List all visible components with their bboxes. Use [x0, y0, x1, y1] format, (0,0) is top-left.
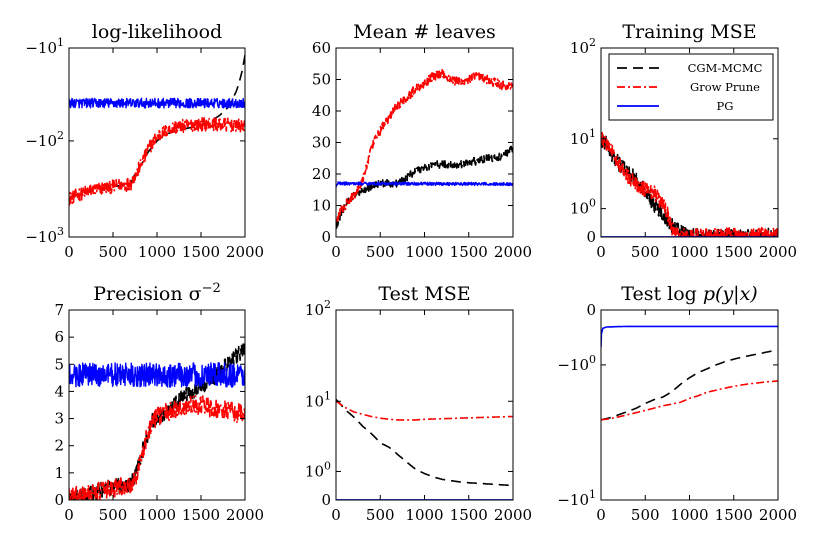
- subplot-title: Training MSE: [622, 21, 756, 43]
- series-group: [336, 398, 513, 500]
- y-tick-label: 102: [570, 36, 596, 57]
- x-tick-label: 500: [99, 243, 128, 261]
- y-tick-label: 2: [54, 437, 64, 455]
- subplot-4: 0 500 1000 1500 2000 0 1 2 3 4 5 6 7 Precision σ−2: [54, 281, 264, 524]
- y-tick-label: 0: [321, 491, 331, 509]
- x-tick-label: 2000: [759, 506, 797, 524]
- subplot-5: 0 500 1000 1500 2000 0 100 101 102 Test MSE: [305, 283, 532, 524]
- y-tick-label: 101: [570, 127, 596, 148]
- subplot-title: Mean # leaves: [353, 21, 496, 43]
- x-tick-label: 1500: [450, 506, 488, 524]
- subplot-title: log-likelihood: [92, 21, 222, 43]
- series-group: [601, 132, 778, 237]
- x-tick-label: 1000: [670, 243, 708, 261]
- x-tick-label: 2000: [494, 506, 532, 524]
- subplot-3: 0 500 1000 1500 2000 0 100 101 102 Training MSE CG…: [570, 21, 797, 261]
- y-tick-label: −101: [25, 36, 64, 57]
- y-tick-label: 0: [586, 301, 596, 319]
- series-cgm-mcmc: [336, 145, 513, 229]
- y-tick-label: 4: [54, 382, 64, 400]
- x-tick-label: 500: [631, 506, 660, 524]
- x-tick-label: 1500: [182, 506, 220, 524]
- x-tick-label: 1500: [182, 243, 220, 261]
- legend-label: PG: [717, 99, 734, 113]
- series-grow-prune: [69, 395, 245, 500]
- x-tick-label: 1500: [450, 243, 488, 261]
- y-tick-label: −103: [25, 225, 64, 246]
- x-tick-label: 500: [631, 243, 660, 261]
- series-pg: [69, 97, 245, 109]
- y-tick-label: 30: [312, 134, 331, 152]
- y-tick-label: 0: [54, 491, 64, 509]
- y-tick-label: 100: [570, 197, 596, 218]
- y-tick-label: 40: [312, 102, 331, 120]
- legend-label: CGM-MCMC: [688, 61, 763, 75]
- y-tick-label: 0: [586, 228, 596, 246]
- subplot-title: Test log p(y|x): [621, 283, 757, 305]
- y-tick-label: 1: [54, 464, 64, 482]
- x-tick-label: 2000: [759, 243, 797, 261]
- y-tick-label: 6: [54, 328, 64, 346]
- series-grow-prune: [601, 132, 778, 237]
- series-pg: [601, 325, 778, 348]
- y-tick-label: −101: [557, 488, 596, 509]
- series-grow-prune: [336, 68, 513, 223]
- x-tick-label: 2000: [226, 506, 264, 524]
- y-tick-label: −102: [25, 129, 64, 150]
- x-tick-label: 500: [366, 243, 395, 261]
- x-tick-label: 0: [331, 243, 341, 261]
- series-grow-prune: [69, 116, 245, 206]
- series-pg: [69, 362, 245, 388]
- x-tick-label: 1000: [670, 506, 708, 524]
- series-pg: [336, 181, 513, 188]
- x-tick-label: 500: [99, 506, 128, 524]
- y-tick-label: 7: [54, 301, 64, 319]
- series-cgm-mcmc: [601, 349, 778, 421]
- y-tick-label: 102: [305, 298, 331, 319]
- y-tick-label: 50: [312, 71, 331, 89]
- y-tick-label: 20: [312, 165, 331, 183]
- subplot-title: Precision σ−2: [93, 281, 221, 305]
- series-group: [69, 54, 245, 206]
- series-group: [336, 68, 513, 229]
- x-tick-label: 2000: [226, 243, 264, 261]
- y-tick-label: 100: [305, 459, 331, 480]
- legend-label: Grow Prune: [690, 80, 760, 94]
- series-grow-prune: [601, 380, 778, 421]
- axes-frame: [68, 47, 246, 238]
- subplot-title: Test MSE: [378, 283, 470, 305]
- y-tick-label: 5: [54, 355, 64, 373]
- x-tick-label: 500: [366, 506, 395, 524]
- axes-frame: [600, 309, 779, 501]
- series-group: [69, 341, 245, 500]
- series-group: [601, 325, 778, 421]
- y-tick-label: 10: [312, 197, 331, 215]
- y-tick-label: 60: [312, 39, 331, 57]
- x-tick-label: 1000: [405, 506, 443, 524]
- x-tick-label: 0: [331, 506, 341, 524]
- x-tick-label: 0: [64, 506, 74, 524]
- subplot-1: 0 500 1000 1500 2000 −101 −102 −103 log-likeliho…: [25, 21, 264, 261]
- x-tick-label: 1500: [715, 506, 753, 524]
- x-tick-label: 1000: [138, 506, 176, 524]
- y-tick-label: 101: [305, 389, 331, 410]
- y-tick-label: 3: [54, 410, 64, 428]
- subplot-6: 0 500 1000 1500 2000 0 −100 −101 Test log p(y|x): [557, 283, 797, 524]
- series-cgm-mcmc: [336, 398, 513, 487]
- subplot-2: 0 500 1000 1500 2000 0 10 20 30 40 50 60 Mean # leav…: [312, 21, 532, 261]
- axes-frame: [335, 309, 514, 501]
- series-cgm-mcmc: [601, 134, 778, 237]
- series-grow-prune: [336, 400, 513, 421]
- y-tick-label: 0: [321, 228, 331, 246]
- x-tick-label: 0: [64, 243, 74, 261]
- x-tick-label: 0: [596, 506, 606, 524]
- x-tick-label: 0: [596, 243, 606, 261]
- legend: CGM-MCMC Grow Prune PG: [608, 53, 774, 121]
- y-tick-label: −100: [557, 353, 596, 374]
- x-tick-label: 1500: [715, 243, 753, 261]
- x-tick-label: 1000: [405, 243, 443, 261]
- x-tick-label: 2000: [494, 243, 532, 261]
- x-tick-label: 1000: [138, 243, 176, 261]
